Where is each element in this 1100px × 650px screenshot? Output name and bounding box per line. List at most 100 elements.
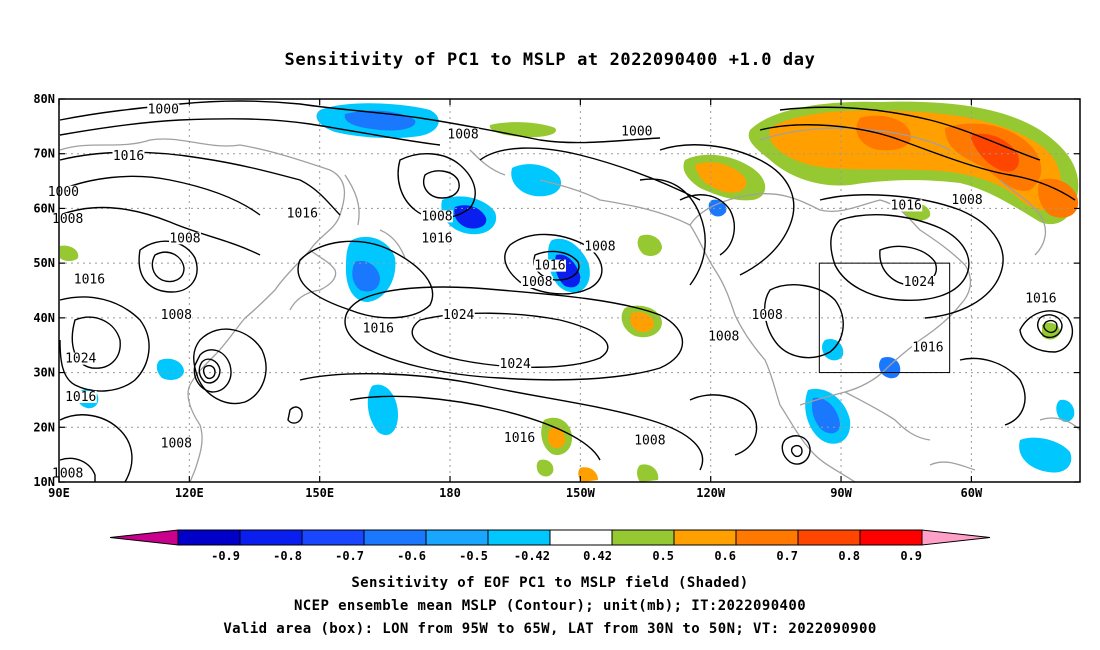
contour-label-bg [420, 232, 453, 245]
colorbar-label: 0.7 [776, 549, 798, 563]
colorbar-swatch [549, 529, 613, 546]
contour-label-bg [168, 232, 201, 245]
contour-label: 1016 [421, 231, 452, 246]
colorbar-swatch [363, 529, 427, 546]
footer-line-3: Valid area (box): LON from 95W to 65W, L… [223, 621, 877, 637]
contour-label-bg [503, 431, 536, 444]
lat-label: 50N [33, 256, 55, 270]
lon-label: 150E [305, 486, 334, 500]
contour-label: 1024 [500, 357, 531, 372]
latitude-labels: 80N 70N 60N 50N 40N 30N 20N 10N [33, 92, 55, 489]
map-frame [58, 98, 1081, 483]
colorbar-label: -0.7 [335, 549, 364, 563]
contour-label: 1016 [363, 322, 394, 337]
colorbar-swatch [797, 529, 861, 546]
colorbar-swatch [611, 529, 675, 546]
contour-label: 1008 [708, 330, 739, 345]
colorbar-label: 0.6 [714, 549, 736, 563]
contour-label-bg [707, 330, 740, 343]
colorbar-swatch [859, 529, 923, 546]
contour-label: 1008 [161, 308, 192, 323]
contour-label-bg [633, 434, 666, 447]
lat-label: 20N [33, 420, 55, 434]
contour-label: 1016 [113, 149, 144, 164]
lon-label: 90W [830, 486, 852, 500]
contour-label-bg [420, 210, 453, 223]
lat-label: 70N [33, 147, 55, 161]
lon-label: 120E [175, 486, 204, 500]
map-title: Sensitivity of PC1 to MSLP at 2022090400… [284, 50, 816, 70]
colorbar-label: 0.5 [652, 549, 674, 563]
contour-label-bg [911, 341, 944, 354]
contour-label-bg [751, 308, 784, 321]
contour-label: 1016 [912, 341, 943, 356]
lon-label: 120W [696, 486, 726, 500]
colorbar: -0.9 -0.8 -0.7 -0.6 -0.5 -0.42 0.42 0.5 0.6 0.7 0.… [109, 529, 991, 563]
contour-label: 1016 [74, 272, 105, 287]
contour-label: 1024 [904, 275, 935, 290]
colorbar-label: 0.42 [583, 549, 612, 563]
valid-area-box [818, 262, 951, 374]
contour-label: 1016 [65, 390, 96, 405]
colorbar-high-triangle [921, 529, 991, 546]
contour-label: 1008 [584, 239, 615, 254]
contour-label: 1008 [161, 436, 192, 451]
contour-label: 1008 [52, 212, 83, 227]
colorbar-label: -0.6 [397, 549, 426, 563]
lat-label: 40N [33, 311, 55, 325]
contour-label: 1008 [752, 308, 783, 323]
contour-label-bg [951, 193, 984, 206]
contour-label-bg [903, 276, 936, 289]
contour-label-bg [147, 103, 180, 116]
contour-label-bg [64, 352, 97, 365]
contour-label: 1000 [48, 185, 79, 200]
mslp-contours [59, 100, 1076, 482]
longitude-labels: 90E 120E 150E 180 150W 120W 90W 60W [48, 486, 983, 500]
contour-label-bg [533, 259, 566, 272]
contour-label-bg [47, 185, 80, 198]
colorbar-swatch [177, 529, 241, 546]
contour-label-bg [583, 240, 616, 253]
colorbar-label: -0.5 [459, 549, 488, 563]
contour-label: 1008 [447, 127, 478, 142]
lon-label: 90E [48, 486, 70, 500]
lat-label: 30N [33, 366, 55, 380]
contour-label: 1024 [65, 352, 96, 367]
coastlines [59, 127, 1080, 482]
axis-ticks [58, 98, 1080, 483]
colorbar-swatch [239, 529, 303, 546]
contour-label: 1008 [169, 231, 200, 246]
colorbar-swatch [487, 529, 551, 546]
sensitivity-shading [60, 101, 1079, 482]
colorbar-swatch [425, 529, 489, 546]
contour-label: 1016 [287, 207, 318, 222]
colorbar-label: -0.42 [514, 549, 550, 563]
contour-label: 1008 [634, 434, 665, 449]
colorbar-swatch [673, 529, 737, 546]
lat-label: 80N [33, 92, 55, 106]
colorbar-label: 0.9 [900, 549, 922, 563]
lat-label: 10N [33, 475, 55, 489]
contour-label: 1000 [148, 103, 179, 118]
contour-label: 1024 [443, 308, 474, 323]
contour-label-bg [160, 437, 193, 450]
contour-label-bg [1024, 292, 1057, 305]
contour-label: 1016 [504, 431, 535, 446]
contour-label-bg [73, 273, 106, 286]
lon-label: 150W [566, 486, 596, 500]
contour-label: 1008 [421, 209, 452, 224]
contour-label-bg [286, 207, 319, 220]
colorbar-low-triangle [109, 529, 179, 546]
contour-label-bg [442, 308, 475, 321]
footer-line-2: NCEP ensemble mean MSLP (Contour); unit(… [293, 598, 807, 614]
colorbar-swatch [735, 529, 799, 546]
lon-label: 180 [439, 486, 461, 500]
footer-line-1: Sensitivity of EOF PC1 to MSLP field (Sh… [351, 575, 749, 591]
graticule [59, 99, 1080, 482]
contour-label: 1016 [891, 198, 922, 213]
contour-label-bg [499, 358, 532, 371]
contour-label-bg [520, 276, 553, 289]
contour-label: 1000 [621, 125, 652, 140]
colorbar-swatch [301, 529, 365, 546]
